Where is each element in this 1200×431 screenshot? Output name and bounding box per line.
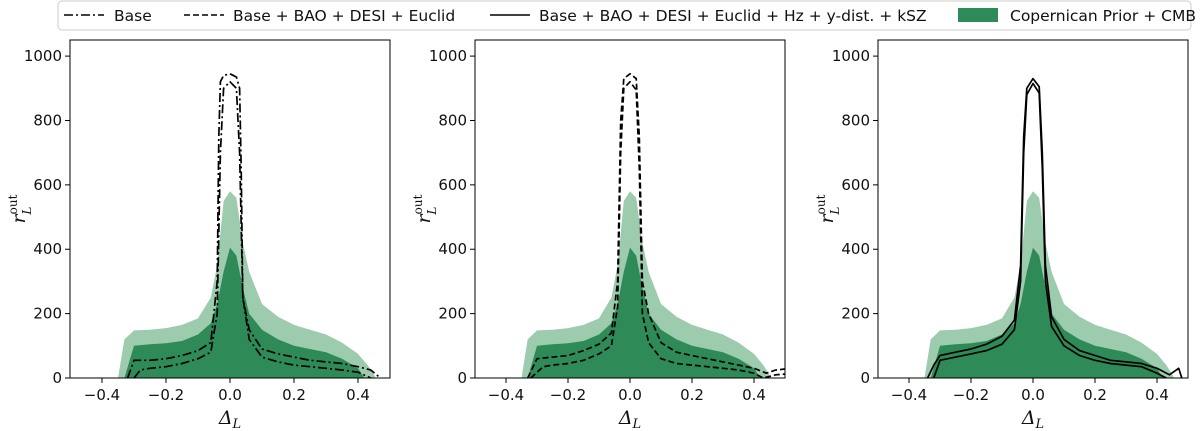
y-tick-label: 800 xyxy=(33,111,62,129)
y-tick-label: 200 xyxy=(841,305,870,323)
legend-label-base: Base xyxy=(114,7,152,25)
contour-line-outer xyxy=(526,72,785,378)
y-tick-label: 800 xyxy=(841,111,870,129)
y-tick-label: 400 xyxy=(438,240,467,258)
legend-label-full-combination: Base + BAO + DESI + Euclid + Hz + y-dist… xyxy=(539,7,927,25)
chart-panel-3: −0.4 −0.2 0.0 0.2 0.4 0 200 400 600 800 1000 ΔL rout… xyxy=(814,39,1189,431)
x-tick-label: 0.0 xyxy=(218,386,242,404)
legend-label-base-bao-desi-euclid: Base + BAO + DESI + Euclid xyxy=(233,7,455,25)
area-prior-outer xyxy=(924,191,1174,378)
x-tick-label: 0.2 xyxy=(282,386,306,404)
legend-label-copernican-prior-cmb: Copernican Prior + CMB xyxy=(1010,7,1196,25)
x-axis-label: ΔL xyxy=(1021,407,1044,431)
contour-line-inner xyxy=(932,82,1167,378)
y-tick-label: 1000 xyxy=(24,47,62,65)
y-tick-label: 1000 xyxy=(429,47,467,65)
y-axis-label: routL xyxy=(814,194,842,223)
plot-area xyxy=(924,77,1183,378)
legend-swatch-fill xyxy=(958,8,998,22)
area-prior-outer xyxy=(118,191,376,378)
chart-panel-2: −0.4 −0.2 0.0 0.2 0.4 0 200 400 600 800 1000 ΔL rout… xyxy=(411,39,786,431)
x-tick-label: 0.4 xyxy=(742,386,766,404)
x-axis-label: ΔL xyxy=(218,407,241,431)
y-tick-label: 400 xyxy=(841,240,870,258)
contour-line-inner xyxy=(133,80,372,378)
y-tick-label: 600 xyxy=(438,176,467,194)
y-tick-label: 0 xyxy=(457,369,467,387)
plot-area xyxy=(118,72,381,378)
x-tick-label: −0.4 xyxy=(488,386,524,404)
legend-frame xyxy=(57,0,1192,31)
x-tick-label: −0.2 xyxy=(953,386,989,404)
y-axis-label: routL xyxy=(411,194,439,223)
y-tick-label: 600 xyxy=(33,176,62,194)
y-tick-label: 600 xyxy=(841,176,870,194)
y-tick-label: 200 xyxy=(438,305,467,323)
x-tick-label: 0.4 xyxy=(1145,386,1169,404)
chart-panel-1: −0.4 −0.2 0.0 0.2 0.4 0 200 400 600 800 1000 ΔL rout… xyxy=(6,39,391,431)
contour-line-outer xyxy=(126,72,381,378)
area-prior-inner xyxy=(527,247,761,378)
area-prior-outer xyxy=(521,191,771,378)
legend: Base Base + BAO + DESI + Euclid Base + B… xyxy=(57,0,1196,31)
y-tick-label: 200 xyxy=(33,305,62,323)
plot-area xyxy=(521,72,785,378)
x-tick-label: −0.4 xyxy=(84,386,120,404)
panels: −0.4 −0.2 0.0 0.2 0.4 0 200 400 600 800 1000 ΔL rout… xyxy=(6,39,1189,431)
area-prior-inner xyxy=(930,247,1164,378)
x-tick-label: −0.2 xyxy=(148,386,184,404)
x-axis-label: ΔL xyxy=(618,407,641,431)
y-tick-label: 1000 xyxy=(832,47,870,65)
x-tick-label: 0.0 xyxy=(1021,386,1045,404)
y-tick-label: 800 xyxy=(438,111,467,129)
y-tick-label: 400 xyxy=(33,240,62,258)
x-tick-label: 0.0 xyxy=(618,386,642,404)
y-tick-label: 0 xyxy=(860,369,870,387)
x-tick-label: 0.2 xyxy=(680,386,704,404)
x-tick-label: −0.2 xyxy=(550,386,586,404)
x-tick-label: 0.4 xyxy=(346,386,370,404)
y-tick-label: 0 xyxy=(52,369,62,387)
contour-line-inner xyxy=(530,80,785,378)
x-tick-label: −0.4 xyxy=(891,386,927,404)
x-tick-label: 0.2 xyxy=(1083,386,1107,404)
y-axis-label: routL xyxy=(6,194,34,223)
